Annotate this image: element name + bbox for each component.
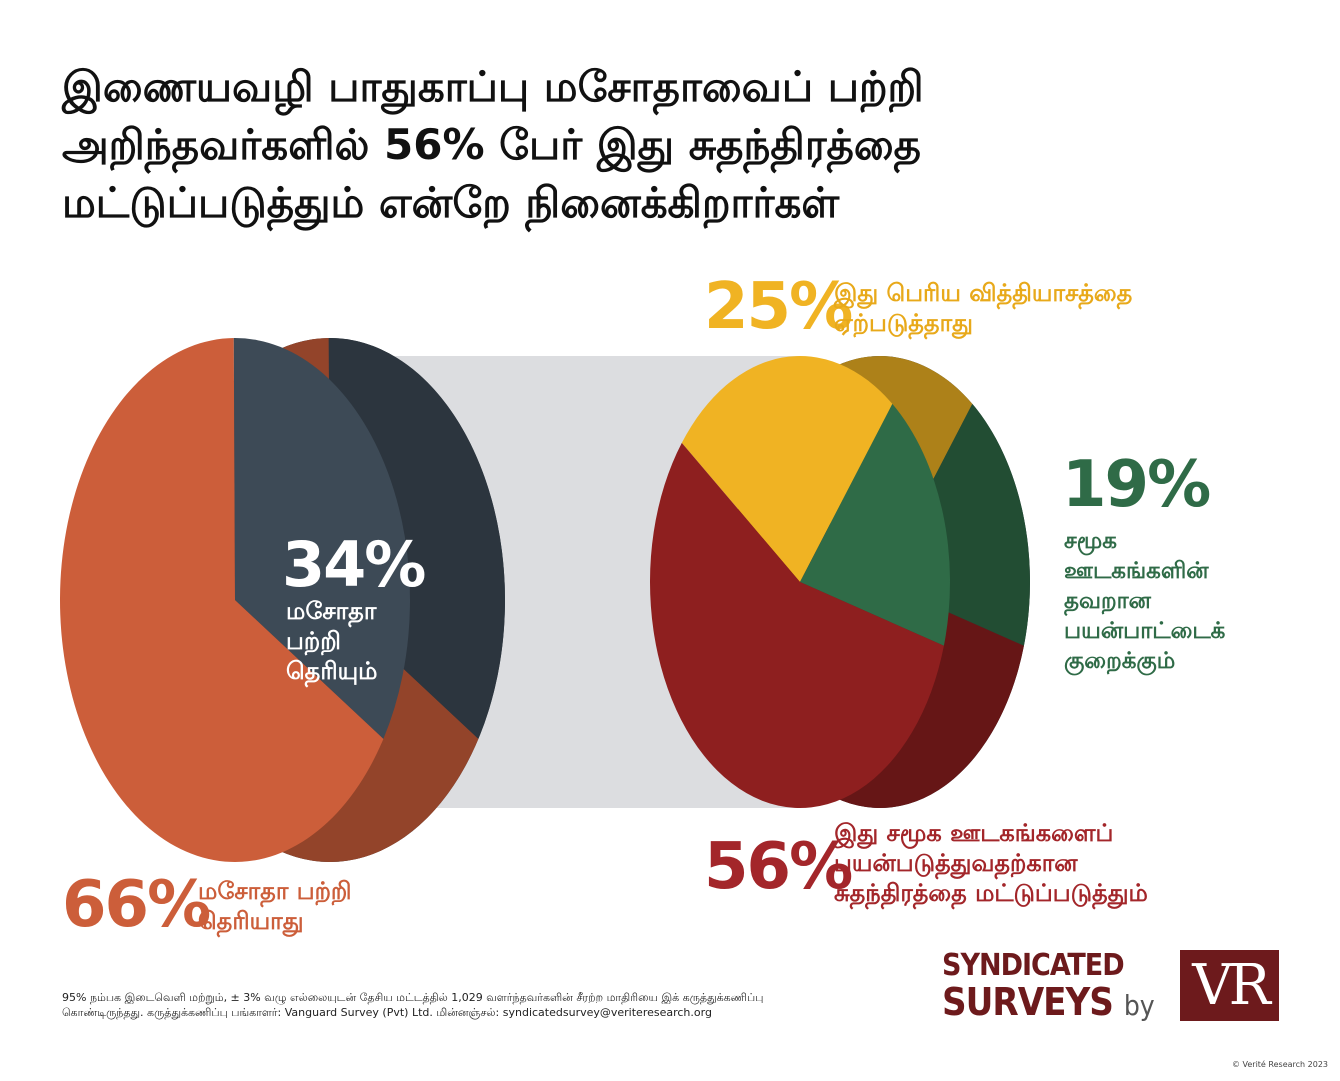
awareness-pie-slice-1 xyxy=(233,338,410,739)
slice-label-restrict-freedom-text: இது சமூக ஊடகங்களைப் பயன்படுத்துவதற்கான ச… xyxy=(834,818,1148,908)
logo-by: by xyxy=(1123,989,1155,1022)
logo-line-2: SURVEYS by xyxy=(942,982,1155,1026)
slice-label-restrict-freedom-percent: 56% xyxy=(704,830,853,904)
reduce-misuse-label-line-2: ஊடகங்களின் xyxy=(1064,558,1209,584)
slice-label-aware-percent: 34% xyxy=(282,528,426,601)
slice-label-reduce-misuse-text: சமூக ஊடகங்களின் தவறான பயன்பாட்டைக் குறைக… xyxy=(1064,526,1225,676)
no-difference-label-line-1: இது பெரிய வித்தியாசத்தை xyxy=(834,279,1133,307)
chart-title: இணையவழி பாதுகாப்பு மசோதாவைப் பற்றி அறிந்… xyxy=(62,58,1262,232)
not-aware-label-line-1: மசோதா பற்றி xyxy=(198,877,352,905)
slice-label-not-aware-text: மசோதா பற்றி தெரியாது xyxy=(198,876,352,936)
copyright-text: © Verité Research 2023 xyxy=(1231,1060,1328,1069)
footnote-line-1: 95% நம்பக இடைவெளி மற்றும், ± 3% வழு எல்ல… xyxy=(62,991,764,1004)
restrict-freedom-label-line-1: இது சமூக ஊடகங்களைப் xyxy=(834,819,1114,847)
awareness-pie-slice-0 xyxy=(60,338,384,863)
not-aware-label-line-2: தெரியாது xyxy=(198,907,304,935)
methodology-footnote: 95% நம்பக இடைவெளி மற்றும், ± 3% வழு எல்ல… xyxy=(62,990,942,1020)
slice-label-not-aware-percent: 66% xyxy=(62,868,211,942)
restrict-freedom-label-line-3: சுதந்திரத்தை மட்டுப்படுத்தும் xyxy=(834,879,1148,907)
verite-research-logo: VR xyxy=(1180,950,1279,1021)
footnote-line-2: கொண்டிருந்தது. கருத்துக்கணிப்பு பங்காளர்… xyxy=(62,1006,712,1019)
reduce-misuse-label-line-4: பயன்பாட்டைக் xyxy=(1064,618,1226,644)
title-line-1: இணையவழி பாதுகாப்பு மசோதாவைப் பற்றி xyxy=(62,62,924,111)
slice-label-aware-text: மசோதா பற்றி தெரியும் xyxy=(286,596,377,686)
opinion-pie-slice-2 xyxy=(649,442,944,809)
title-line-2: அறிந்தவர்களில் 56% பேர் இது சுதந்திரத்தை xyxy=(62,120,921,169)
reduce-misuse-label-line-1: சமூக xyxy=(1064,528,1117,554)
slice-label-no-difference-text: இது பெரிய வித்தியாசத்தை ஏற்படுத்தாது xyxy=(834,278,1132,338)
aware-label-line-1: மசோதா xyxy=(286,597,377,625)
reduce-misuse-label-line-5: குறைக்கும் xyxy=(1064,648,1176,674)
opinion-pie-slice-0 xyxy=(681,356,893,582)
syndicated-surveys-logo: SYNDICATED SURVEYS by xyxy=(942,950,1155,1026)
reduce-misuse-label-line-3: தவறான xyxy=(1064,588,1151,614)
slice-label-reduce-misuse-percent: 19% xyxy=(1062,448,1211,522)
logo-surveys: SURVEYS xyxy=(942,980,1114,1024)
restrict-freedom-label-line-2: பயன்படுத்துவதற்கான xyxy=(834,849,1078,877)
aware-label-line-3: தெரியும் xyxy=(286,657,378,685)
slice-label-no-difference-percent: 25% xyxy=(704,270,853,344)
opinion-pie-slice-1 xyxy=(800,403,950,646)
no-difference-label-line-2: ஏற்படுத்தாது xyxy=(834,309,973,337)
title-line-3: மட்டுப்படுத்தும் என்றே நினைக்கிறார்கள் xyxy=(62,178,840,227)
logo-line-1: SYNDICATED xyxy=(942,948,1125,983)
aware-label-line-2: பற்றி xyxy=(286,627,341,655)
